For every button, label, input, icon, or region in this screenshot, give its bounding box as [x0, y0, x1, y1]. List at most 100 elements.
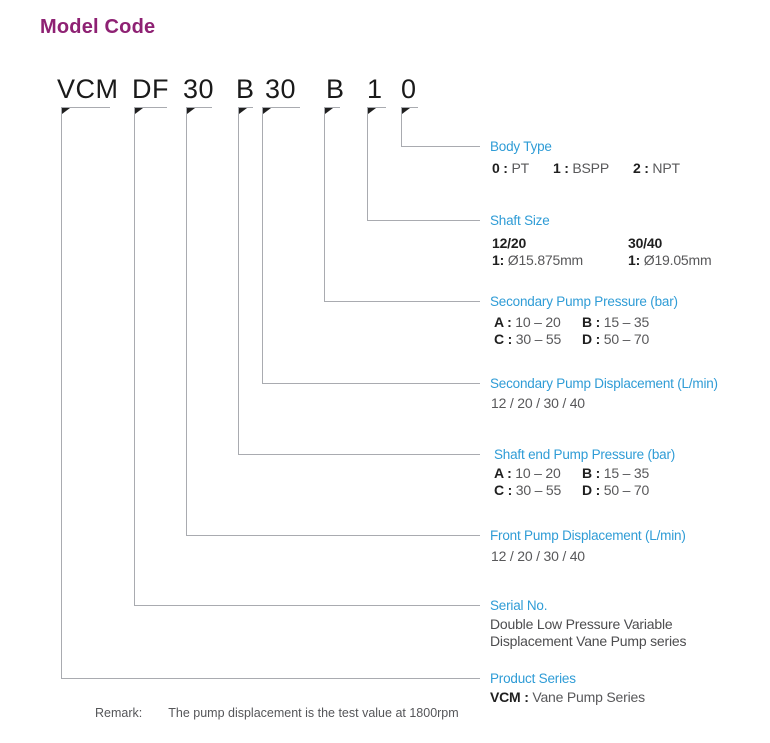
column-value-row: 1: Ø15.875mm [492, 252, 628, 269]
option-key: A : [494, 465, 512, 481]
label-product-series: Product Series [490, 671, 576, 686]
option-value: NPT [652, 160, 680, 176]
corner-triangle-icon [239, 108, 247, 114]
option-key: D : [582, 330, 601, 347]
code-segment-vcm: VCM [57, 74, 119, 104]
option-value: 30 – 55 [515, 481, 562, 498]
option-value: Ø19.05mm [643, 252, 712, 268]
column-heading: 12/20 [492, 235, 527, 251]
column-heading: 30/40 [628, 235, 663, 251]
connector-line [401, 107, 418, 108]
connector-line [401, 107, 402, 146]
code-segment-sec-disp: 30 [265, 74, 297, 104]
option: D : 50 – 70 [582, 482, 649, 499]
option-key: 0 : [492, 160, 508, 176]
option: D : 50 – 70 [582, 331, 649, 348]
connector-line [238, 107, 239, 454]
corner-triangle-icon [62, 108, 70, 114]
option-value: 10 – 20 [515, 465, 561, 481]
connector-line [134, 605, 480, 606]
connector-line [134, 107, 167, 108]
code-segment-front-disp: 30 [183, 74, 215, 104]
option-value: Ø15.875mm [507, 252, 583, 268]
option: B : 15 – 35 [582, 314, 649, 331]
connector-line [61, 678, 480, 679]
option-value: 10 – 20 [515, 314, 561, 330]
connector-line [367, 220, 480, 221]
corner-triangle-icon [325, 108, 333, 114]
option-value: Vane Pump Series [532, 689, 645, 705]
corner-triangle-icon [135, 108, 143, 114]
connector-line [367, 107, 386, 108]
connector-line [134, 107, 135, 605]
secondary-displacement-values: 12 / 20 / 30 / 40 [491, 395, 585, 411]
option: C : 30 – 55 [494, 482, 582, 499]
option-key: VCM : [490, 689, 529, 705]
option-key: C : [494, 481, 513, 498]
connector-line [324, 107, 340, 108]
code-segment-shaft-size: 1 [367, 74, 383, 104]
product-series-value: VCM : Vane Pump Series [490, 689, 645, 705]
connector-line [262, 383, 480, 384]
shaft-size-col-30-40: 30/40 1: Ø19.05mm [628, 235, 712, 269]
serial-description: Double Low Pressure Variable Displacemen… [490, 616, 686, 649]
connector-line [238, 454, 480, 455]
option-key: 1: [492, 252, 505, 268]
corner-triangle-icon [187, 108, 195, 114]
label-body-type: Body Type [490, 139, 552, 154]
option-key: A : [494, 314, 512, 330]
connector-line [61, 107, 62, 678]
body-type-options: 0 : PT 1 : BSPP 2 : NPT [492, 160, 680, 176]
code-segment-df: DF [132, 74, 169, 104]
option-value: 50 – 70 [603, 330, 650, 347]
label-serial-no: Serial No. [490, 598, 548, 613]
option: 2 : NPT [633, 160, 680, 176]
shaft-end-pressure-grid: A : 10 – 20 B : 15 – 35 C : 30 – 55 D : … [494, 465, 649, 498]
remark: Remark: The pump displacement is the test… [95, 706, 459, 720]
connector-line [324, 301, 480, 302]
remark-label: Remark: [95, 706, 143, 720]
option: A : 10 – 20 [494, 314, 582, 331]
connector-line [186, 107, 212, 108]
option: 1 : BSPP [553, 160, 609, 176]
code-segment-sec-pressure: B [326, 74, 345, 104]
option-value: 15 – 35 [603, 314, 650, 330]
option: 0 : PT [492, 160, 529, 176]
option-key: 2 : [632, 160, 649, 176]
option-key: B : [582, 465, 601, 481]
corner-triangle-icon [263, 108, 271, 114]
label-secondary-pump-pressure: Secondary Pump Pressure (bar) [490, 294, 678, 309]
secondary-pressure-grid: A : 10 – 20 B : 15 – 35 C : 30 – 55 D : … [494, 314, 649, 347]
page-title: Model Code [40, 16, 156, 38]
option: C : 30 – 55 [494, 331, 582, 348]
connector-line [262, 107, 300, 108]
connector-line [401, 146, 480, 147]
label-shaft-end-pump-pressure: Shaft end Pump Pressure (bar) [494, 447, 676, 462]
connector-line [186, 107, 187, 535]
shaft-size-col-12-20: 12/20 1: Ø15.875mm [492, 235, 628, 269]
connector-line [238, 107, 253, 108]
option-value: PT [511, 160, 529, 176]
label-front-pump-displacement: Front Pump Displacement (L/min) [490, 528, 686, 543]
serial-description-line: Displacement Vane Pump series [490, 632, 687, 649]
option: A : 10 – 20 [494, 465, 582, 482]
remark-text: The pump displacement is the test value … [168, 706, 459, 720]
connector-line [186, 535, 480, 536]
option-key: B : [582, 314, 601, 330]
label-shaft-size: Shaft Size [490, 213, 550, 228]
connector-line [262, 107, 263, 383]
option-value: 15 – 35 [603, 465, 650, 481]
option-key: 1 : [552, 160, 569, 176]
shaft-size-columns: 12/20 1: Ø15.875mm 30/40 1: Ø19.05mm [492, 235, 712, 269]
serial-description-line: Double Low Pressure Variable [490, 616, 673, 632]
option-value: 30 – 55 [515, 330, 562, 347]
option-key: C : [494, 330, 513, 347]
corner-triangle-icon [368, 108, 376, 114]
option-value: BSPP [572, 160, 609, 176]
connector-line [367, 107, 368, 220]
option-key: D : [582, 481, 601, 498]
connector-line [61, 107, 110, 108]
code-segment-shaft-pressure: B [236, 74, 255, 104]
corner-triangle-icon [402, 108, 410, 114]
